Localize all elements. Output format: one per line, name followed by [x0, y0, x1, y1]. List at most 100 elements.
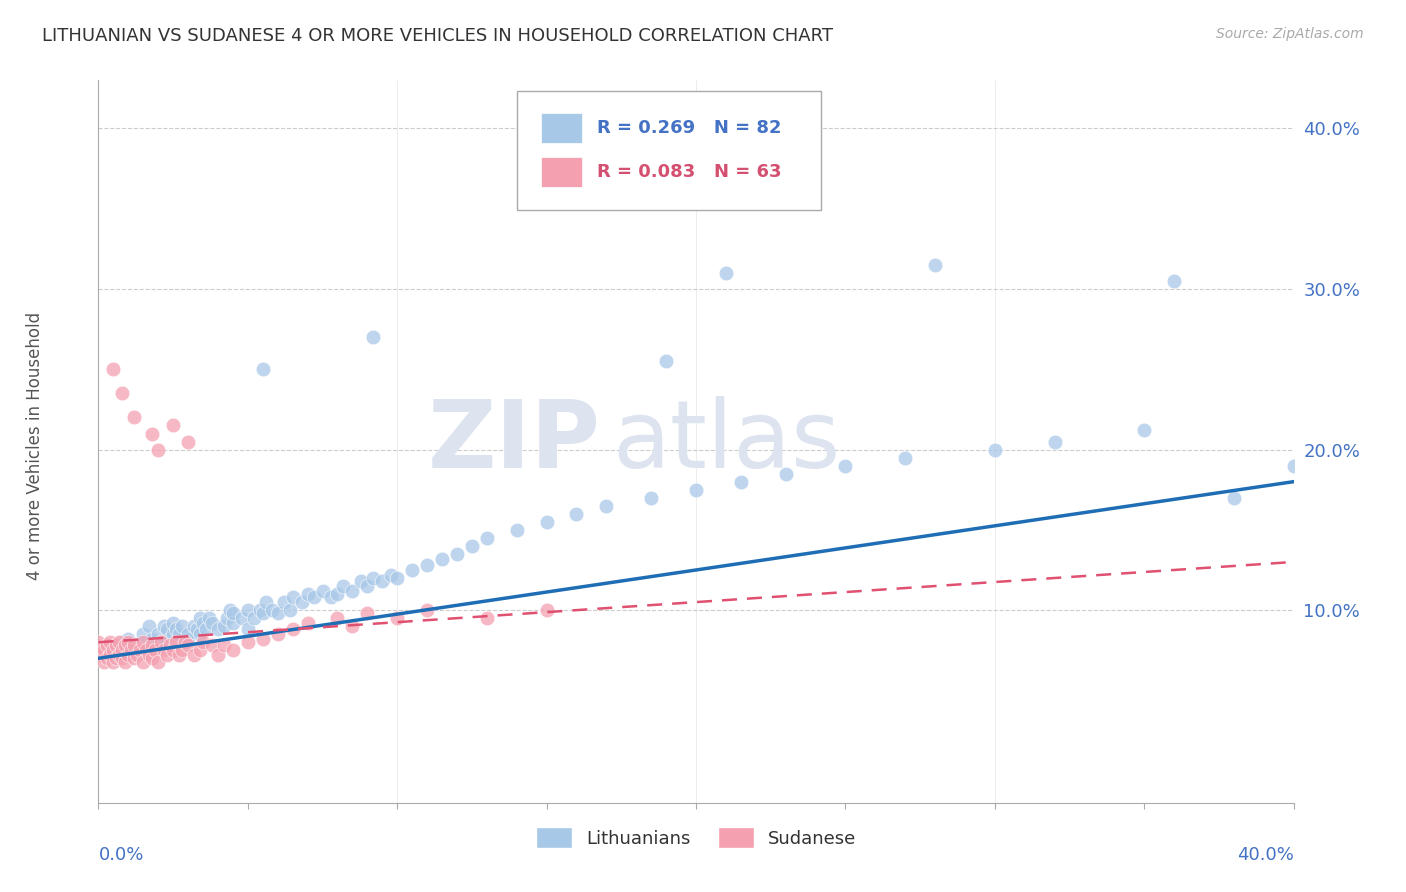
Point	[1282, 458, 1305, 473]
Point	[231, 611, 253, 625]
Point	[105, 639, 128, 653]
Point	[236, 603, 259, 617]
Point	[138, 619, 160, 633]
Point	[416, 603, 439, 617]
Point	[90, 648, 112, 662]
Point	[222, 607, 245, 621]
Point	[93, 655, 115, 669]
Legend: Lithuanians, Sudanese: Lithuanians, Sudanese	[529, 820, 863, 855]
Point	[297, 615, 319, 630]
Point	[87, 643, 110, 657]
Point	[191, 635, 214, 649]
Point	[302, 591, 325, 605]
Point	[834, 458, 856, 473]
Point	[416, 558, 439, 573]
Point	[150, 635, 173, 649]
Point	[236, 623, 259, 637]
Point	[165, 623, 187, 637]
Point	[174, 635, 197, 649]
Point	[446, 547, 468, 561]
Point	[159, 639, 181, 653]
Point	[1043, 434, 1066, 449]
Point	[401, 563, 423, 577]
Point	[117, 648, 139, 662]
Point	[111, 635, 134, 649]
Point	[252, 607, 274, 621]
Point	[103, 643, 125, 657]
Point	[1163, 274, 1185, 288]
Point	[356, 579, 378, 593]
Point	[924, 258, 946, 272]
Point	[96, 639, 118, 653]
Point	[536, 603, 558, 617]
Point	[120, 643, 142, 657]
Point	[595, 499, 617, 513]
Point	[148, 442, 170, 457]
Point	[162, 418, 184, 433]
Point	[984, 442, 1007, 457]
Point	[212, 619, 235, 633]
Point	[363, 330, 385, 344]
Point	[114, 639, 136, 653]
Point	[565, 507, 588, 521]
Point	[430, 551, 453, 566]
Point	[385, 611, 409, 625]
Point	[124, 639, 146, 653]
Point	[162, 643, 184, 657]
Point	[332, 579, 354, 593]
Point	[129, 643, 152, 657]
Text: atlas: atlas	[613, 395, 841, 488]
Point	[132, 635, 155, 649]
Point	[156, 623, 179, 637]
Point	[655, 354, 678, 368]
Point	[111, 386, 134, 401]
Point	[201, 639, 224, 653]
Point	[188, 643, 211, 657]
Point	[201, 615, 224, 630]
Point	[103, 643, 125, 657]
Point	[177, 632, 200, 646]
Point	[117, 632, 139, 646]
Point	[249, 603, 271, 617]
Text: 40.0%: 40.0%	[1237, 847, 1294, 864]
Point	[117, 635, 139, 649]
Point	[138, 648, 160, 662]
Point	[167, 627, 190, 641]
Point	[311, 583, 333, 598]
Point	[385, 571, 409, 585]
Text: LITHUANIAN VS SUDANESE 4 OR MORE VEHICLES IN HOUSEHOLD CORRELATION CHART: LITHUANIAN VS SUDANESE 4 OR MORE VEHICLE…	[42, 27, 834, 45]
Point	[260, 603, 283, 617]
Point	[894, 450, 917, 465]
Point	[105, 651, 128, 665]
Point	[207, 623, 229, 637]
Point	[1223, 491, 1246, 505]
Point	[291, 595, 314, 609]
Point	[132, 627, 155, 641]
Point	[273, 595, 295, 609]
Point	[148, 655, 170, 669]
Point	[267, 627, 290, 641]
Point	[162, 627, 184, 641]
Bar	[541, 112, 582, 143]
Point	[153, 635, 176, 649]
Point	[156, 648, 179, 662]
Point	[165, 635, 187, 649]
Point	[685, 483, 707, 497]
Text: ZIP: ZIP	[427, 395, 600, 488]
Point	[198, 611, 221, 625]
Point	[98, 648, 122, 662]
Point	[108, 648, 131, 662]
Text: R = 0.083   N = 63: R = 0.083 N = 63	[596, 163, 782, 181]
Point	[141, 639, 163, 653]
Point	[135, 643, 157, 657]
Point	[219, 603, 242, 617]
Point	[141, 632, 163, 646]
Point	[162, 615, 184, 630]
Point	[281, 591, 304, 605]
Point	[297, 587, 319, 601]
Text: 0.0%: 0.0%	[98, 847, 143, 864]
Point	[188, 627, 211, 641]
Point	[475, 611, 498, 625]
Point	[177, 434, 200, 449]
Point	[186, 623, 208, 637]
